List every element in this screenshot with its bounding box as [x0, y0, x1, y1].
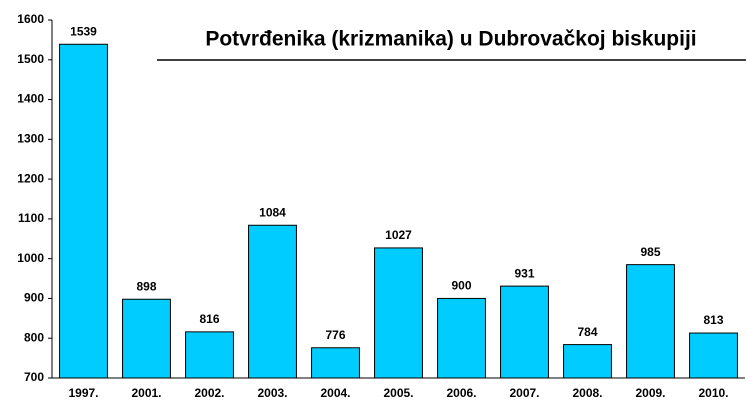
data-label: 813: [703, 313, 723, 327]
y-tick-label: 1400: [17, 92, 44, 106]
x-tick-label: 1997.: [68, 386, 98, 400]
chart-title: Potvrđenika (krizmanika) u Dubrovačkoj b…: [205, 28, 696, 51]
y-tick-label: 700: [24, 370, 44, 384]
data-label: 900: [451, 279, 471, 293]
bar: [122, 298, 171, 379]
data-label: 1084: [259, 205, 286, 219]
bar: [185, 331, 234, 379]
x-tick-label: 2001.: [131, 386, 161, 400]
bar: [563, 344, 612, 379]
title-box: [157, 18, 746, 60]
y-tick-label: 1200: [17, 171, 44, 185]
data-label: 1027: [385, 228, 412, 242]
data-label: 898: [136, 279, 156, 293]
bar: [311, 347, 360, 379]
y-tick-label: 800: [24, 330, 44, 344]
y-tick-label: 1000: [17, 251, 44, 265]
bar: [500, 285, 549, 379]
data-label: 816: [199, 312, 219, 326]
x-tick-label: 2003.: [257, 386, 287, 400]
x-tick-label: 2006.: [446, 386, 476, 400]
data-label: 784: [577, 325, 597, 339]
bar: [374, 247, 423, 379]
bar: [689, 332, 738, 379]
y-tick-label: 1100: [18, 211, 44, 225]
x-tick-label: 2007.: [509, 386, 539, 400]
bar: [248, 224, 297, 379]
y-tick-label: 1500: [17, 52, 44, 66]
data-label: 776: [325, 328, 345, 342]
y-tick-label: 1600: [17, 12, 44, 26]
data-label: 931: [514, 266, 534, 280]
bar: [626, 264, 675, 379]
x-tick-label: 2009.: [635, 386, 665, 400]
data-label: 1539: [70, 24, 97, 38]
x-tick-label: 2008.: [572, 386, 602, 400]
x-tick-label: 2005.: [383, 386, 413, 400]
bar: [59, 43, 108, 379]
data-label: 985: [640, 245, 660, 259]
y-tick-label: 900: [24, 291, 44, 305]
x-tick-label: 2010.: [698, 386, 728, 400]
x-tick-label: 2002.: [194, 386, 224, 400]
x-tick-label: 2004.: [320, 386, 350, 400]
y-tick-label: 1300: [17, 132, 44, 146]
bar: [437, 297, 486, 379]
